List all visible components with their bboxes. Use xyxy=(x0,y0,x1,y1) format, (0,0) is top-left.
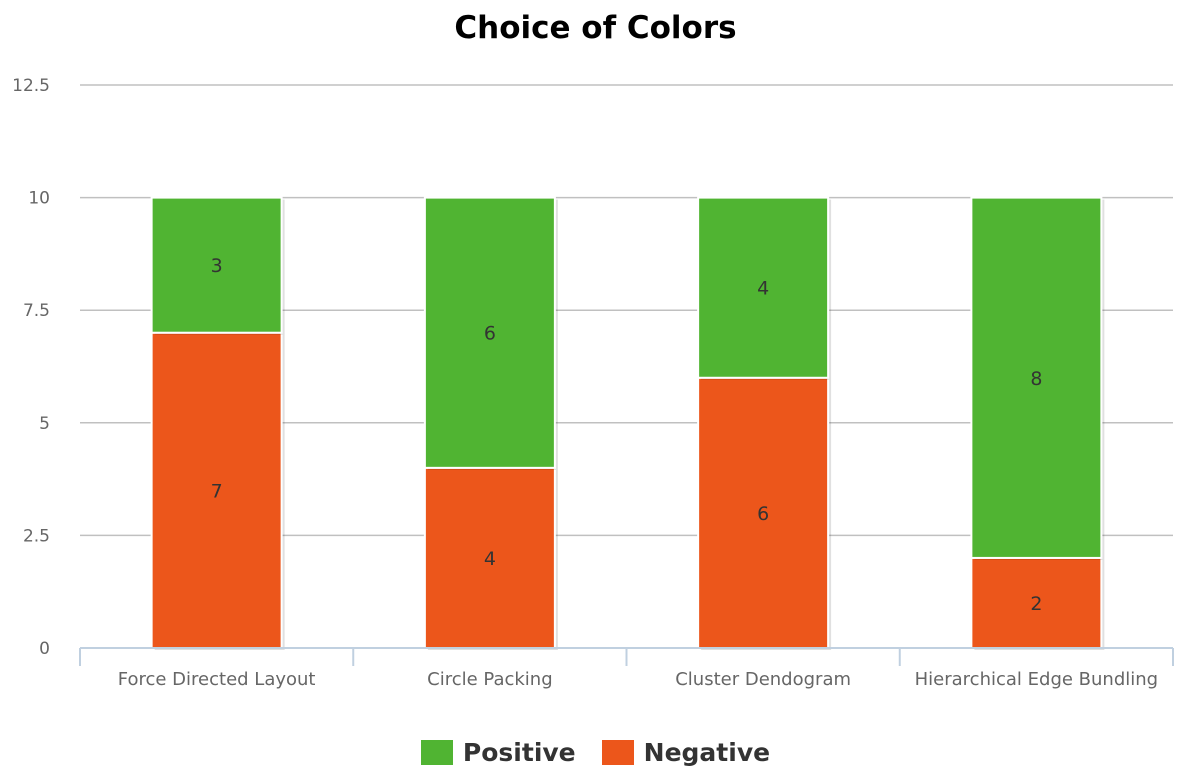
bar-data-label: 8 xyxy=(1030,368,1042,390)
bar-data-label: 2 xyxy=(1030,593,1042,615)
x-axis: Force Directed Layout Circle Packing Clust… xyxy=(79,647,1174,690)
bar-data-label: 7 xyxy=(211,480,223,502)
legend-swatch xyxy=(420,740,453,765)
y-tick-label: 12.5 xyxy=(12,76,50,96)
bar-positive-3[interactable] xyxy=(970,196,1103,559)
bars: 7 3 4 6 6 4 2 8 xyxy=(150,196,1105,650)
y-axis: 0 2.5 5 7.5 10 12.5 xyxy=(12,76,50,659)
legend-label: Negative xyxy=(643,738,771,767)
x-tick-label: Force Directed Layout xyxy=(118,669,316,690)
bar-data-label: 6 xyxy=(484,323,496,345)
bar-data-label: 4 xyxy=(757,278,769,300)
bar-negative-2[interactable] xyxy=(697,376,830,649)
chart-plot: 0 2.5 5 7.5 10 12.5 7 3 4 6 6 4 2 8 Force Directed L… xyxy=(12,76,1174,690)
bar-negative-3[interactable] xyxy=(970,556,1103,649)
bar-data-label: 4 xyxy=(484,548,496,570)
bar-negative-1[interactable] xyxy=(423,466,556,649)
x-tick-label: Cluster Dendogram xyxy=(675,669,851,690)
bar-data-label: 6 xyxy=(757,503,769,525)
y-tick-label: 10 xyxy=(28,189,50,209)
bar-positive-0[interactable] xyxy=(150,196,283,334)
legend-label: Positive xyxy=(462,738,576,767)
legend-item-positive[interactable]: Positive xyxy=(420,738,576,767)
legend-item-negative[interactable]: Negative xyxy=(601,738,771,767)
bar-negative-0[interactable] xyxy=(150,331,283,649)
y-tick-label: 0 xyxy=(39,639,50,659)
x-tick-label: Hierarchical Edge Bundling xyxy=(915,669,1158,690)
y-tick-label: 7.5 xyxy=(23,301,50,321)
bar-positive-1[interactable] xyxy=(423,196,556,469)
chart-title: Choice of Colors xyxy=(454,10,737,46)
legend-swatch xyxy=(601,740,634,765)
bar-positive-2[interactable] xyxy=(697,196,830,379)
legend: Positive Negative xyxy=(0,738,1191,767)
x-tick-label: Circle Packing xyxy=(427,669,553,690)
y-tick-label: 5 xyxy=(39,414,50,434)
y-tick-label: 2.5 xyxy=(23,526,50,546)
bar-data-label: 3 xyxy=(211,255,223,277)
